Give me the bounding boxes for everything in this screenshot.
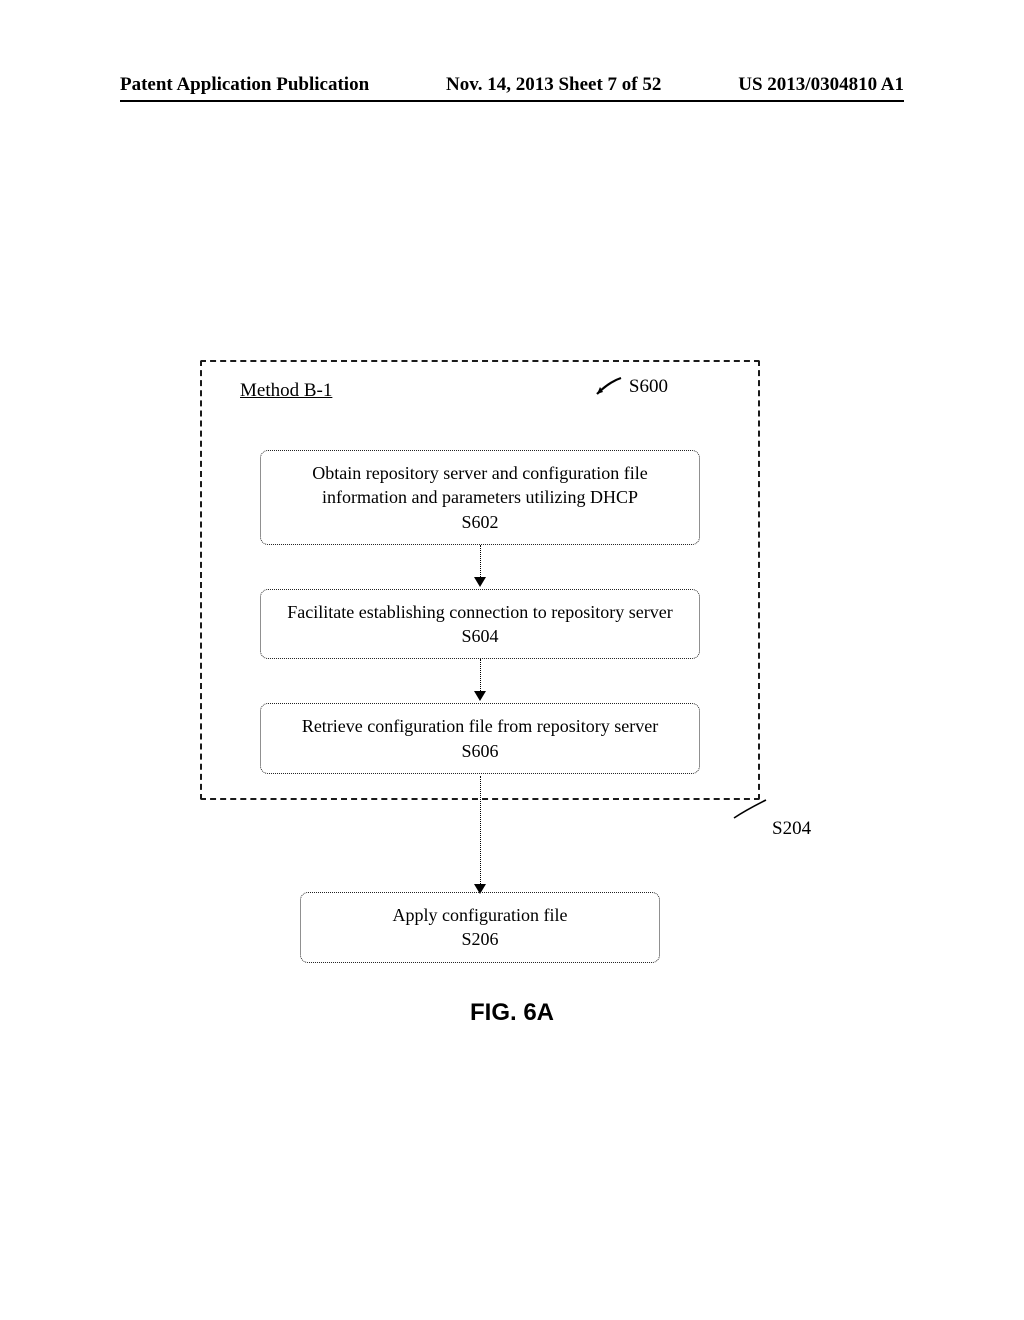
outside-step-wrap: Apply configuration file S206	[200, 892, 760, 963]
flow-step: Obtain repository server and configurati…	[260, 450, 700, 545]
flow-step: Apply configuration file S206	[300, 892, 660, 963]
flow-step-id: S604	[273, 624, 687, 648]
flow-arrow	[226, 545, 734, 589]
header-right: US 2013/0304810 A1	[738, 74, 904, 96]
flow-step-id: S206	[313, 927, 647, 951]
flowchart: Method B-1 S600 Obtain repository server…	[200, 360, 760, 800]
flow-step: Facilitate establishing connection to re…	[260, 589, 700, 660]
flow-step-text: Facilitate establishing connection to re…	[287, 602, 672, 622]
header-rule	[120, 100, 904, 102]
leader-arrow-icon	[591, 376, 625, 398]
flow-step-id: S606	[273, 739, 687, 763]
group-reference: S600	[591, 376, 668, 398]
page: Patent Application Publication Nov. 14, …	[0, 0, 1024, 1320]
flow-arrow-exit-line	[480, 776, 481, 884]
leader-connector	[732, 796, 772, 820]
patent-header: Patent Application Publication Nov. 14, …	[120, 74, 904, 96]
flow-step: Retrieve configuration file from reposit…	[260, 703, 700, 774]
flow-step-id: S602	[273, 510, 687, 534]
flow-step-text: Apply configuration file	[393, 905, 568, 925]
header-left: Patent Application Publication	[120, 74, 369, 96]
flow-arrow	[226, 659, 734, 703]
outside-reference: S204	[772, 818, 811, 840]
group-reference-label: S600	[629, 376, 668, 398]
header-center: Nov. 14, 2013 Sheet 7 of 52	[446, 74, 661, 96]
figure-caption: FIG. 6A	[0, 999, 1024, 1027]
method-group: Method B-1 S600 Obtain repository server…	[200, 360, 760, 800]
flow-step-text: Retrieve configuration file from reposit…	[302, 716, 658, 736]
flow-step-text: Obtain repository server and configurati…	[312, 463, 647, 507]
